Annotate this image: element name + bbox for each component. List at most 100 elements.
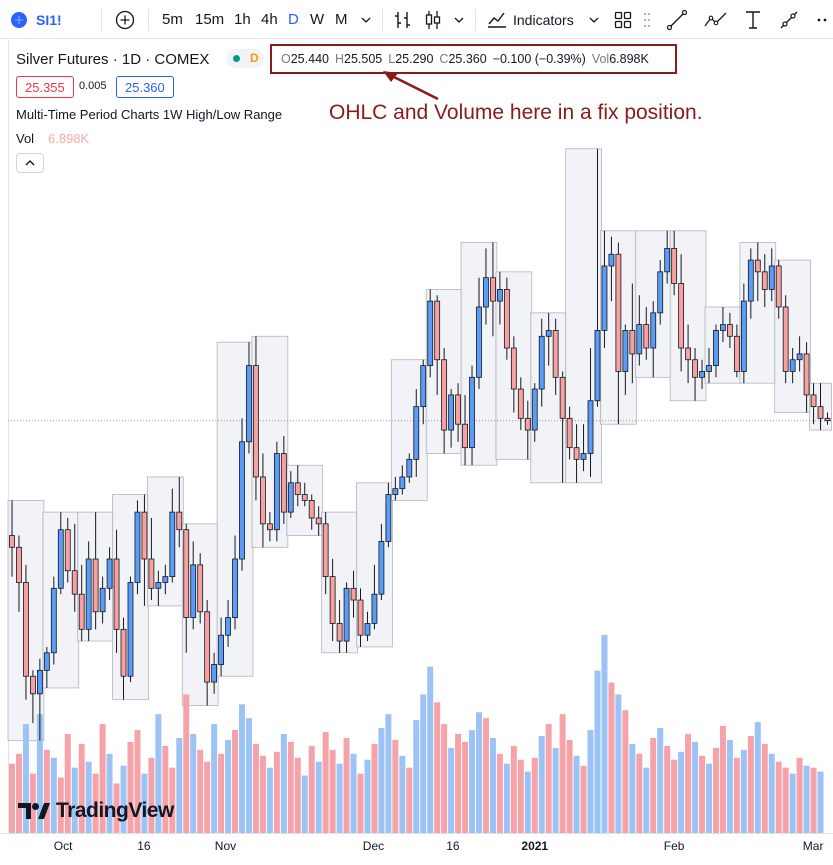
candle-body [552, 330, 559, 378]
candle-body [747, 259, 754, 302]
compare-button[interactable] [115, 0, 135, 39]
volume-bar [225, 739, 232, 833]
tradingview-logo[interactable]: TradingView [18, 799, 174, 823]
candle-body [740, 300, 747, 372]
volume-bar [99, 724, 106, 833]
candle-body [120, 628, 127, 677]
volume-bar [134, 730, 141, 833]
volume-bar [559, 714, 566, 833]
indicators-label: Indicators [513, 11, 574, 28]
more-tools[interactable] [816, 0, 830, 39]
toolbar-divider [382, 9, 383, 31]
candle-body [650, 312, 657, 349]
text-tool[interactable] [743, 0, 763, 39]
timeframe-w[interactable]: W [310, 0, 324, 39]
volume-bar [371, 743, 378, 833]
candle-body [782, 306, 789, 372]
volume-bar [671, 759, 678, 833]
symbol-search[interactable]: SI1! [10, 0, 62, 39]
measure-tool[interactable] [778, 0, 800, 39]
candle-body [287, 482, 294, 513]
chevron-down-icon [361, 17, 371, 23]
volume-bar [692, 741, 699, 833]
volume-bar [420, 694, 427, 833]
volume-bar [406, 767, 413, 833]
candle-body [733, 335, 740, 372]
ohlc-value: −0.100 (−0.39%) [492, 52, 586, 66]
timeframe-4h[interactable]: 4h [261, 0, 278, 39]
timeframe-5m[interactable]: 5m [162, 0, 183, 39]
candle-body [329, 576, 336, 624]
candle-body [294, 482, 301, 495]
volume-bar [259, 755, 266, 833]
volume-bar [113, 783, 120, 833]
candle-body [92, 558, 99, 613]
candle-body [315, 517, 322, 525]
volume-bar [357, 773, 364, 833]
volume-label[interactable]: Vol [16, 131, 35, 146]
time-axis[interactable] [0, 833, 833, 834]
drag-handle[interactable] [643, 0, 651, 39]
volume-bar [712, 747, 719, 833]
volume-bar [517, 759, 524, 833]
timeframe-15m[interactable]: 15m [195, 0, 224, 39]
chevron-up-icon [25, 160, 35, 166]
ellipsis-icon [817, 18, 827, 21]
ohlc-value: 6.898K [609, 52, 649, 66]
toolbar-divider [148, 9, 149, 31]
candle-body [678, 283, 685, 349]
bar-style-button[interactable] [394, 0, 412, 39]
indicator-name[interactable]: Multi-Time Period Charts 1W High/Low Ran… [16, 107, 283, 122]
volume-bar [552, 747, 559, 833]
grid-icon [614, 11, 632, 28]
volume-bar [643, 767, 650, 833]
volume-bar [29, 773, 36, 833]
volume-bar [455, 734, 462, 833]
candle-body [615, 253, 622, 372]
volume-bar [204, 761, 211, 833]
symbol-title[interactable]: Silver Futures · 1D · COMEX [16, 51, 210, 68]
timeframe-1h[interactable]: 1h [234, 0, 251, 39]
time-axis-tick: Mar [802, 839, 824, 853]
volume-bar [364, 759, 371, 833]
bid-price[interactable]: 25.355 [16, 76, 74, 98]
time-axis-tick: Feb [663, 839, 685, 853]
trend-line-tool[interactable] [666, 0, 688, 39]
candle-body [720, 324, 726, 331]
timeframe-dropdown[interactable] [360, 0, 372, 39]
timeframe-d[interactable]: D [288, 0, 299, 39]
timeframe-m[interactable]: M [335, 0, 348, 39]
candle-body [601, 265, 608, 331]
candle-body [483, 277, 489, 308]
volume-bar [803, 765, 810, 833]
status-pill [226, 49, 264, 68]
tv-logo-icon [18, 803, 50, 819]
time-axis-tick: 16 [446, 839, 460, 853]
volume-bar [545, 724, 552, 833]
timeframe-label: 1h [234, 11, 251, 28]
volume-bar [43, 749, 50, 833]
chart-type-dropdown[interactable] [453, 0, 465, 39]
time-axis-tick: Oct [53, 839, 73, 853]
toolbar-divider [475, 9, 476, 31]
ask-price[interactable]: 25.360 [116, 76, 174, 98]
volume-bar [176, 737, 183, 833]
candle-body [392, 488, 399, 495]
price-chart[interactable] [0, 40, 833, 865]
volume-bar [768, 753, 775, 833]
candle-body [197, 564, 204, 613]
timeframe-label: W [310, 11, 325, 28]
volume-bar [448, 747, 455, 833]
candle-body [99, 587, 106, 613]
ohlc-key: L [388, 52, 396, 66]
layout-button[interactable] [614, 0, 632, 39]
volume-bar [294, 757, 301, 833]
candle-body [594, 330, 601, 402]
volume-bar [789, 773, 796, 833]
candles-style-button[interactable] [424, 0, 442, 39]
volume-bar [155, 714, 162, 833]
collapse-legend-button[interactable] [16, 153, 44, 173]
path-tool[interactable] [703, 0, 729, 39]
indicators-button[interactable]: Indicators [487, 0, 574, 39]
indicators-dropdown[interactable] [588, 0, 600, 39]
